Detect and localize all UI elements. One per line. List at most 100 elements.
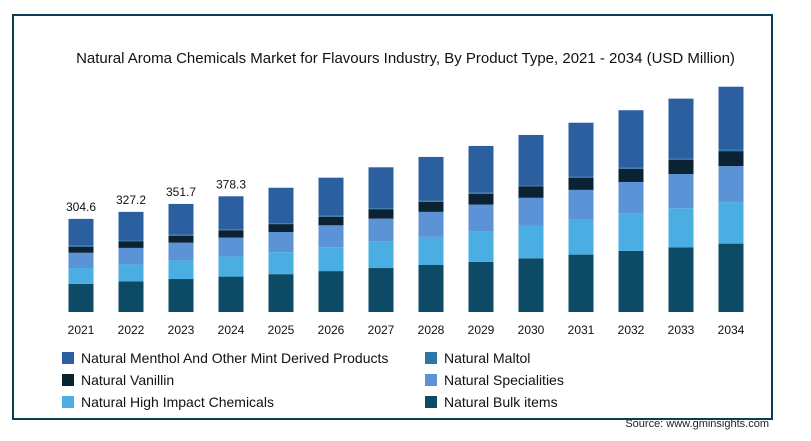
legend-label: Natural High Impact Chemicals — [81, 394, 274, 410]
bar-segment — [368, 208, 394, 210]
bar-segment — [568, 254, 594, 312]
x-tick-label: 2026 — [318, 323, 345, 337]
bar-segment — [318, 215, 344, 217]
bar-segment — [718, 202, 744, 244]
bar-segment — [618, 213, 644, 251]
bar-segment — [518, 186, 544, 198]
bar-segment — [518, 197, 544, 226]
bar-segment — [618, 250, 644, 312]
chart-title: Natural Aroma Chemicals Market for Flavo… — [76, 50, 735, 67]
legend-label: Natural Specialities — [444, 372, 564, 388]
x-tick-label: 2032 — [618, 323, 645, 337]
legend-swatch — [425, 352, 437, 364]
bar-segment — [68, 252, 94, 269]
legend-label: Natural Menthol And Other Mint Derived P… — [81, 350, 389, 366]
bar-segment — [368, 167, 394, 209]
legend-item-specialities: Natural Specialities — [425, 372, 564, 388]
bar-segment — [468, 193, 494, 205]
bar-segment — [568, 219, 594, 255]
bar-segment — [718, 86, 744, 150]
x-tick-label: 2023 — [168, 323, 195, 337]
bar-segment — [468, 231, 494, 262]
bar-segment — [218, 196, 244, 230]
bar-segment — [518, 258, 544, 312]
bar-segment — [68, 268, 94, 284]
bar-segment — [418, 156, 444, 201]
bar-segment — [118, 211, 144, 241]
bar-segment — [268, 232, 294, 253]
bar-segment — [418, 264, 444, 312]
bar-segment — [568, 189, 594, 220]
bar-segment — [268, 223, 294, 225]
bar-segment — [718, 243, 744, 312]
bar-segment — [268, 274, 294, 312]
bar-segment — [618, 110, 644, 168]
total-data-label: 327.2 — [116, 193, 146, 207]
bar-segment — [118, 247, 144, 265]
source-note: Source: www.gminsights.com — [625, 418, 769, 430]
bar-segment — [668, 174, 694, 209]
x-tick-label: 2022 — [118, 323, 145, 337]
x-tick-label: 2030 — [518, 323, 545, 337]
bar-segment — [418, 201, 444, 212]
bar-segment — [568, 177, 594, 190]
legend-swatch — [62, 374, 74, 386]
legend-swatch — [425, 396, 437, 408]
bar-segment — [418, 236, 444, 265]
legend-item-vanillin: Natural Vanillin — [62, 372, 174, 388]
bar-segment — [368, 209, 394, 219]
bar-segment — [268, 252, 294, 275]
bar-segment — [68, 283, 94, 312]
x-tick-label: 2024 — [218, 323, 245, 337]
bar-segment — [518, 185, 544, 187]
bar-segment — [668, 247, 694, 312]
total-data-label: 304.6 — [66, 200, 96, 214]
legend-item-high-impact: Natural High Impact Chemicals — [62, 394, 274, 410]
bar-segment — [568, 176, 594, 178]
legend-item-bulk: Natural Bulk items — [425, 394, 558, 410]
total-data-label: 351.7 — [166, 185, 196, 199]
x-tick-label: 2029 — [468, 323, 495, 337]
bar-segment — [518, 225, 544, 259]
bar-segment — [218, 237, 244, 257]
bar-segment — [368, 241, 394, 269]
bar-segment — [68, 218, 94, 246]
bar-segment — [118, 281, 144, 312]
bar-segment — [418, 211, 444, 237]
bar-segment — [668, 208, 694, 248]
bar-segment — [668, 98, 694, 159]
legend-item-menthol: Natural Menthol And Other Mint Derived P… — [62, 350, 388, 366]
bar-segment — [368, 268, 394, 312]
x-tick-label: 2028 — [418, 323, 445, 337]
bar-segment — [468, 145, 494, 193]
bar-segment — [668, 158, 694, 160]
bar-segment — [218, 256, 244, 277]
legend-item-maltol: Natural Maltol — [425, 350, 530, 366]
bar-segment — [618, 168, 644, 182]
bar-segment — [568, 122, 594, 177]
bar-segment — [168, 242, 194, 261]
x-tick-label: 2027 — [368, 323, 395, 337]
bar-segment — [618, 167, 644, 169]
legend-label: Natural Bulk items — [444, 394, 558, 410]
legend-swatch — [425, 374, 437, 386]
bar-segment — [318, 247, 344, 272]
bar-segment — [68, 245, 94, 247]
bar-segment — [318, 216, 344, 226]
bar-segment — [118, 240, 144, 242]
bar-segment — [168, 234, 194, 236]
bar-segment — [168, 260, 194, 280]
bar-segment — [318, 271, 344, 312]
bar-segment — [718, 151, 744, 167]
bar-segment — [218, 230, 244, 238]
bar-segment — [468, 261, 494, 312]
total-data-label: 378.3 — [216, 177, 246, 191]
legend-swatch — [62, 396, 74, 408]
bar-segment — [318, 177, 344, 216]
x-tick-label: 2031 — [568, 323, 595, 337]
x-tick-label: 2025 — [268, 323, 295, 337]
bar-segment — [118, 241, 144, 248]
bar-segment — [468, 204, 494, 232]
bar-segment — [168, 279, 194, 312]
